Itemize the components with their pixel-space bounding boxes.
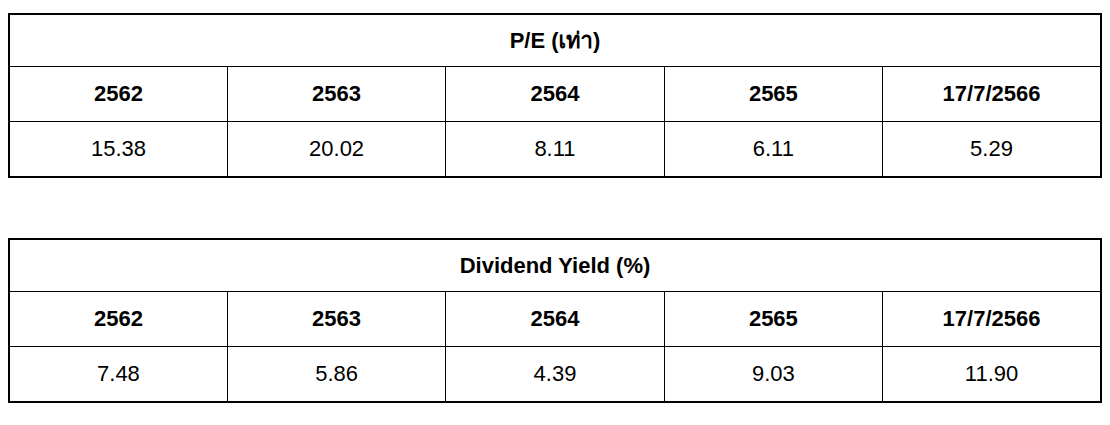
pe-value-2564: 8.11	[446, 122, 664, 178]
pe-table: P/E (เท่า) 2562 2563 2564 2565 17/7/2566…	[8, 13, 1102, 178]
dividend-yield-table-title: Dividend Yield (%)	[9, 239, 1101, 292]
dy-header-year-2564: 2564	[446, 292, 664, 347]
pe-table-header-row: 2562 2563 2564 2565 17/7/2566	[9, 67, 1101, 122]
dy-header-year-2565: 2565	[664, 292, 882, 347]
dividend-yield-table-title-row: Dividend Yield (%)	[9, 239, 1101, 292]
pe-value-2565: 6.11	[664, 122, 882, 178]
pe-header-date-17-7-2566: 17/7/2566	[883, 67, 1101, 122]
dy-value-2564: 4.39	[446, 347, 664, 403]
pe-table-title: P/E (เท่า)	[9, 14, 1101, 67]
document-page: P/E (เท่า) 2562 2563 2564 2565 17/7/2566…	[0, 0, 1110, 425]
dy-value-17-7-2566: 11.90	[883, 347, 1101, 403]
pe-value-2562: 15.38	[9, 122, 227, 178]
dy-value-2565: 9.03	[664, 347, 882, 403]
pe-value-17-7-2566: 5.29	[883, 122, 1101, 178]
dy-value-2562: 7.48	[9, 347, 227, 403]
dy-header-year-2563: 2563	[227, 292, 445, 347]
dividend-yield-table-header-row: 2562 2563 2564 2565 17/7/2566	[9, 292, 1101, 347]
pe-header-year-2564: 2564	[446, 67, 664, 122]
dividend-yield-table: Dividend Yield (%) 2562 2563 2564 2565 1…	[8, 238, 1102, 403]
dy-value-2563: 5.86	[227, 347, 445, 403]
pe-header-year-2563: 2563	[227, 67, 445, 122]
pe-value-2563: 20.02	[227, 122, 445, 178]
dividend-yield-table-value-row: 7.48 5.86 4.39 9.03 11.90	[9, 347, 1101, 403]
dy-header-year-2562: 2562	[9, 292, 227, 347]
dy-header-date-17-7-2566: 17/7/2566	[883, 292, 1101, 347]
pe-table-value-row: 15.38 20.02 8.11 6.11 5.29	[9, 122, 1101, 178]
pe-header-year-2565: 2565	[664, 67, 882, 122]
pe-table-title-row: P/E (เท่า)	[9, 14, 1101, 67]
pe-header-year-2562: 2562	[9, 67, 227, 122]
